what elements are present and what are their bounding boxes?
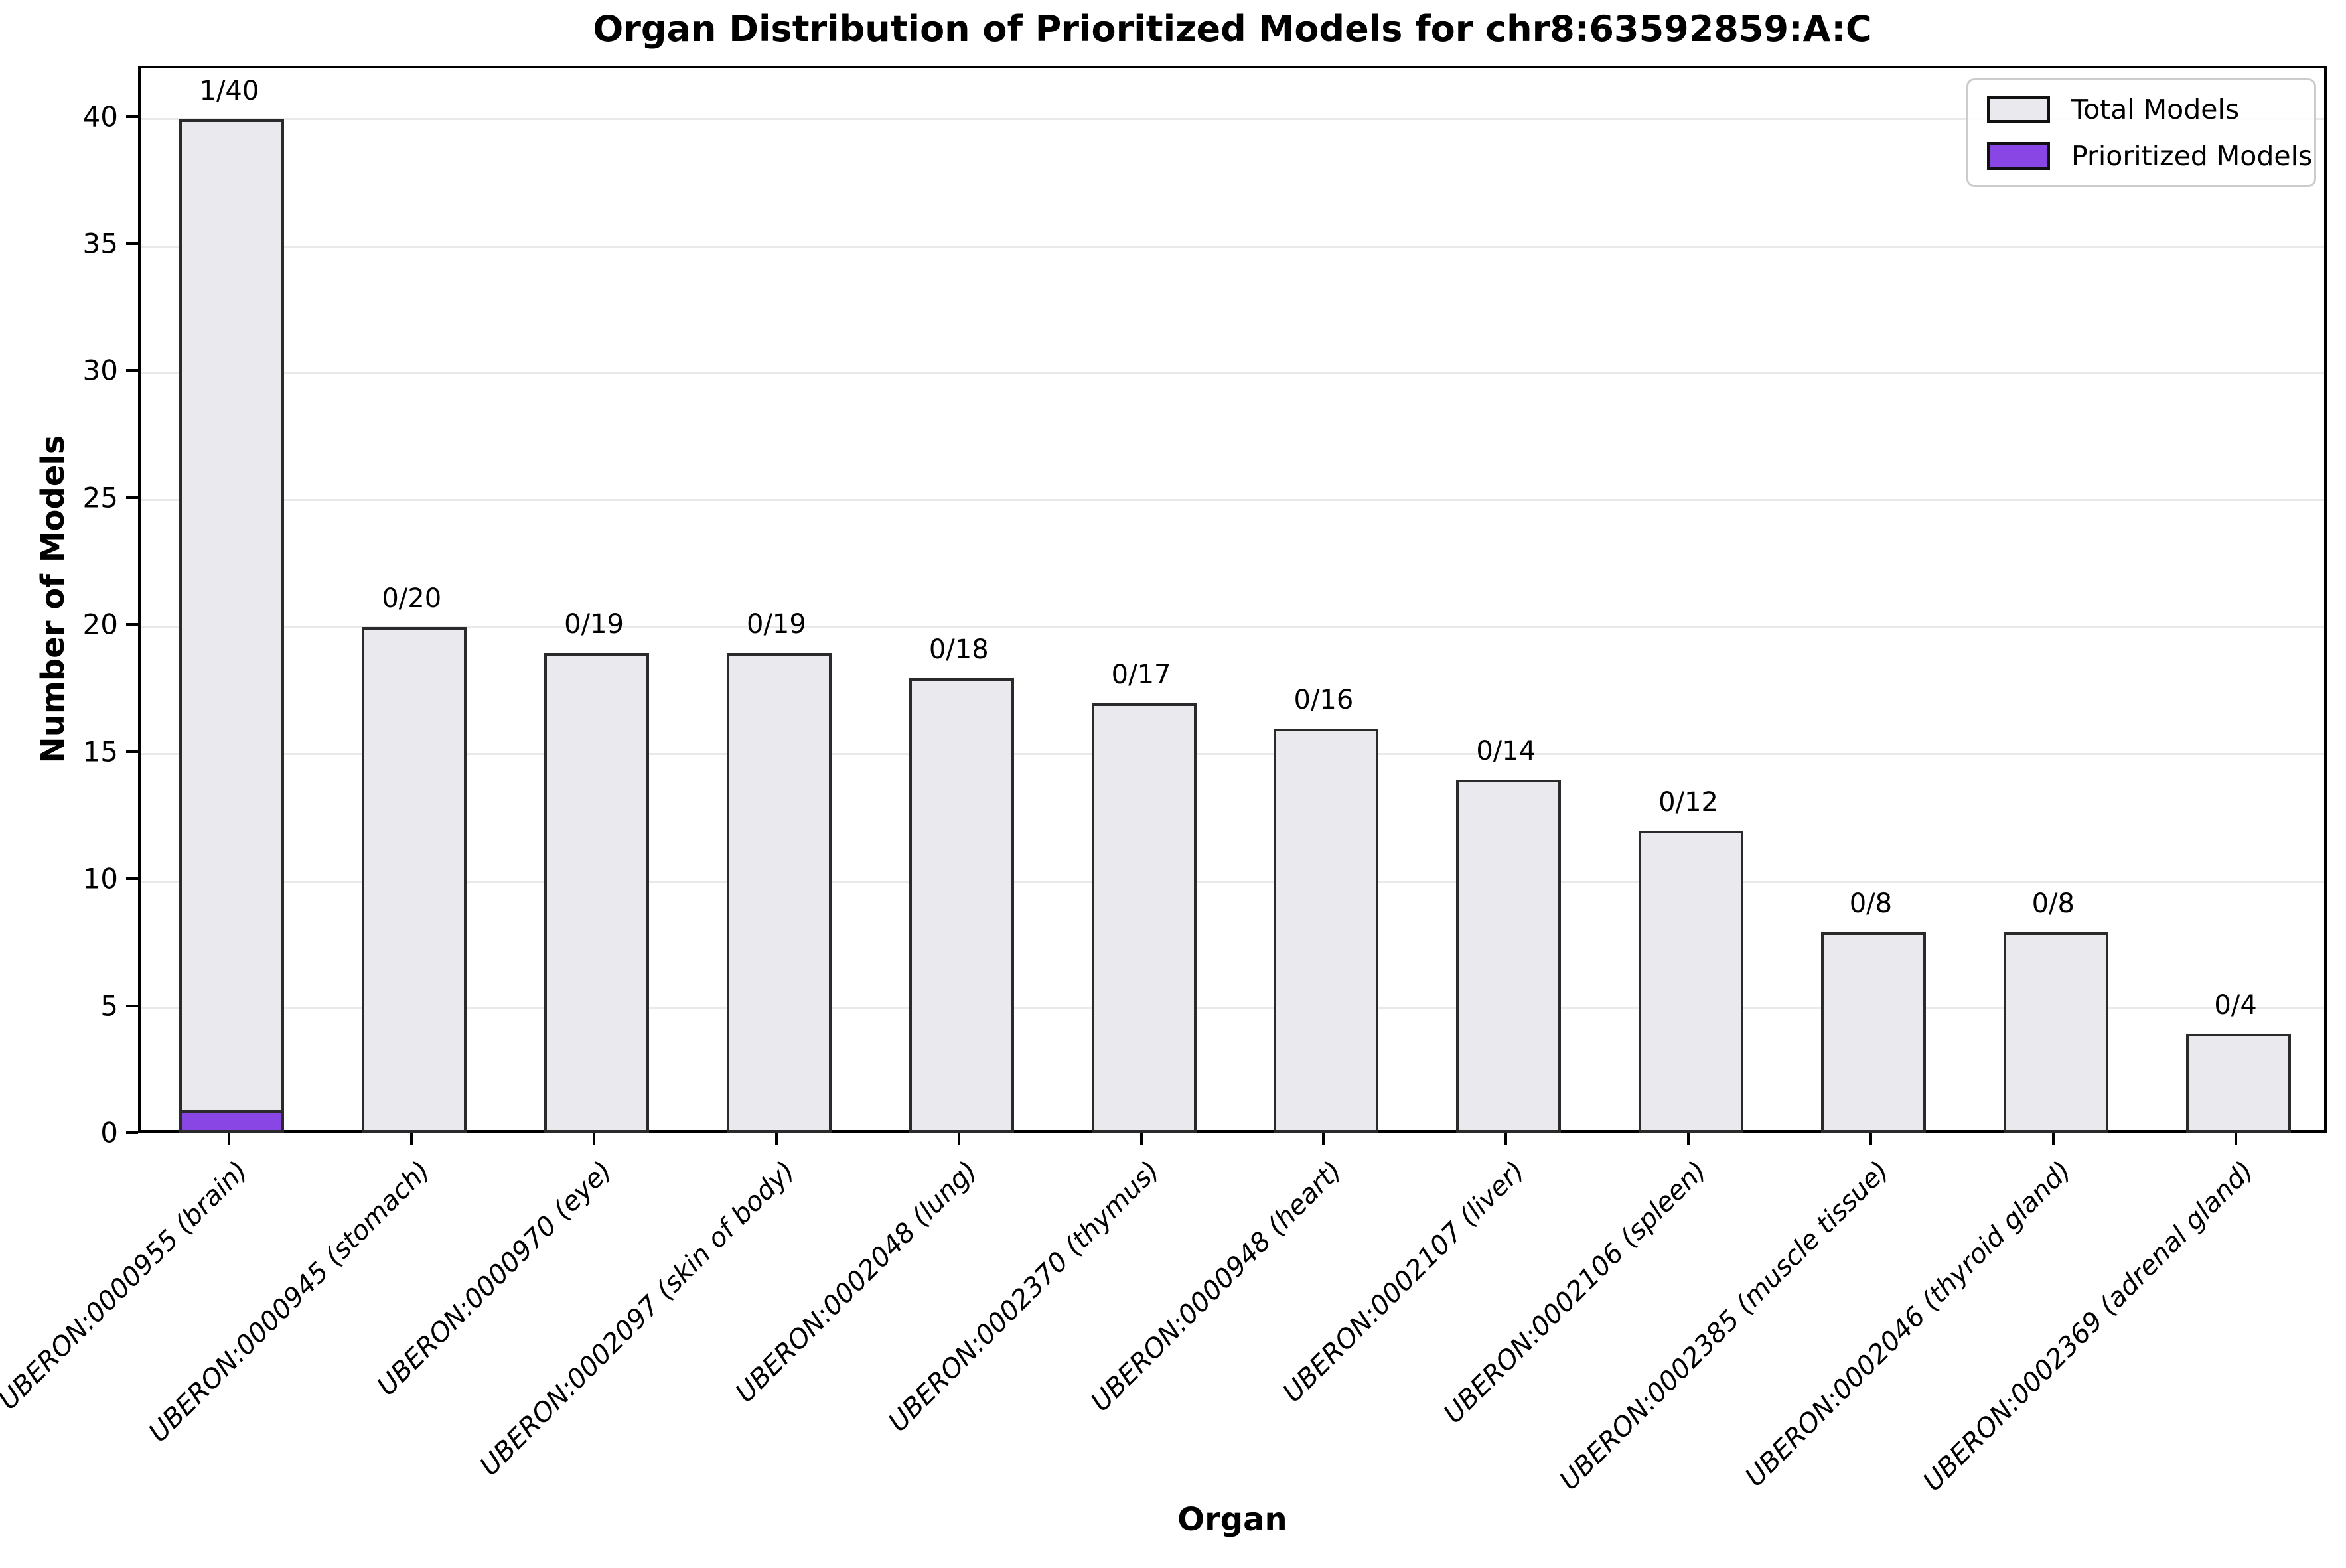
legend-row-1: Total Models bbox=[1987, 94, 2296, 125]
bar-total-10 bbox=[1820, 932, 1926, 1133]
y-tick-label-25: 25 bbox=[82, 481, 118, 514]
bar-total-7 bbox=[1274, 729, 1379, 1133]
gridline-y-10 bbox=[141, 880, 2324, 883]
bar-value-label-12: 0/4 bbox=[2214, 989, 2257, 1021]
bar-value-label-10: 0/8 bbox=[1849, 888, 1893, 919]
bar-total-12 bbox=[2185, 1033, 2291, 1133]
bar-total-9 bbox=[1639, 830, 1744, 1133]
y-tick-30 bbox=[126, 369, 138, 372]
legend-label-2: Prioritized Models bbox=[2071, 140, 2313, 172]
bar-value-label-4: 0/19 bbox=[746, 608, 806, 640]
x-tick-4 bbox=[774, 1133, 778, 1145]
bar-value-label-5: 0/18 bbox=[928, 634, 989, 665]
plot-area bbox=[138, 66, 2327, 1133]
bar-value-label-6: 0/17 bbox=[1111, 660, 1171, 691]
x-tick-12 bbox=[2234, 1133, 2237, 1145]
bar-total-2 bbox=[362, 627, 467, 1133]
y-tick-label-15: 15 bbox=[82, 735, 118, 768]
y-tick-label-10: 10 bbox=[82, 862, 118, 895]
gridline-y-25 bbox=[141, 499, 2324, 502]
bar-value-label-2: 0/20 bbox=[382, 583, 442, 614]
y-tick-0 bbox=[126, 1131, 138, 1134]
y-tick-5 bbox=[126, 1004, 138, 1007]
x-tick-10 bbox=[1869, 1133, 1872, 1145]
legend-swatch-prioritized-models bbox=[1987, 142, 2050, 170]
x-tick-5 bbox=[957, 1133, 960, 1145]
y-tick-40 bbox=[126, 115, 138, 118]
gridline-y-15 bbox=[141, 753, 2324, 756]
y-tick-label-40: 40 bbox=[82, 100, 118, 133]
x-tick-6 bbox=[1139, 1133, 1143, 1145]
x-tick-9 bbox=[1687, 1133, 1690, 1145]
y-tick-15 bbox=[126, 750, 138, 753]
gridline-y-20 bbox=[141, 626, 2324, 628]
legend-label-1: Total Models bbox=[2071, 94, 2240, 125]
x-tick-label-10: UBERON:0002385 (muscle tissue) bbox=[1554, 1155, 1895, 1496]
y-tick-25 bbox=[126, 496, 138, 499]
legend-swatch-total-models bbox=[1987, 96, 2050, 123]
bar-value-label-1: 1/40 bbox=[199, 75, 259, 106]
x-tick-label-12: UBERON:0002369 (adrenal gland) bbox=[1917, 1155, 2260, 1498]
bar-total-1 bbox=[179, 119, 285, 1133]
y-tick-20 bbox=[126, 623, 138, 626]
legend-row-2: Prioritized Models bbox=[1987, 140, 2312, 172]
x-tick-1 bbox=[228, 1133, 231, 1145]
bar-total-6 bbox=[1091, 703, 1197, 1133]
bar-value-label-8: 0/14 bbox=[1476, 736, 1536, 766]
gridline-y-40 bbox=[141, 118, 2324, 121]
y-tick-label-20: 20 bbox=[82, 608, 118, 641]
bar-value-label-7: 0/16 bbox=[1293, 685, 1354, 716]
x-tick-8 bbox=[1504, 1133, 1508, 1145]
bar-total-11 bbox=[2003, 932, 2108, 1133]
bar-total-8 bbox=[1456, 780, 1562, 1133]
x-tick-2 bbox=[410, 1133, 413, 1145]
x-tick-label-11: UBERON:0002046 (thyroid gland) bbox=[1739, 1155, 2078, 1493]
bar-value-label-3: 0/19 bbox=[564, 608, 624, 640]
bar-value-label-11: 0/8 bbox=[2031, 888, 2075, 919]
chart-title: Organ Distribution of Prioritized Models… bbox=[593, 8, 1872, 50]
y-tick-label-0: 0 bbox=[100, 1116, 118, 1149]
x-tick-3 bbox=[593, 1133, 596, 1145]
bar-total-5 bbox=[909, 677, 1014, 1133]
bar-value-label-9: 0/12 bbox=[1658, 786, 1718, 818]
y-tick-label-5: 5 bbox=[100, 989, 118, 1023]
x-tick-11 bbox=[2051, 1133, 2055, 1145]
y-tick-35 bbox=[126, 242, 138, 245]
gridline-y-35 bbox=[141, 245, 2324, 248]
bar-total-3 bbox=[544, 652, 650, 1133]
bar-prioritized-1 bbox=[179, 1109, 285, 1133]
gridline-y-30 bbox=[141, 372, 2324, 374]
y-tick-label-30: 30 bbox=[82, 354, 118, 387]
y-tick-label-35: 35 bbox=[82, 227, 118, 260]
legend: Total Models Prioritized Models bbox=[1966, 78, 2316, 187]
x-axis-title: Organ bbox=[1177, 1501, 1287, 1538]
x-tick-7 bbox=[1322, 1133, 1325, 1145]
bar-total-4 bbox=[726, 652, 832, 1133]
x-tick-label-4: UBERON:0002097 (skin of body) bbox=[474, 1155, 801, 1482]
y-tick-10 bbox=[126, 877, 138, 881]
gridline-y-5 bbox=[141, 1007, 2324, 1010]
